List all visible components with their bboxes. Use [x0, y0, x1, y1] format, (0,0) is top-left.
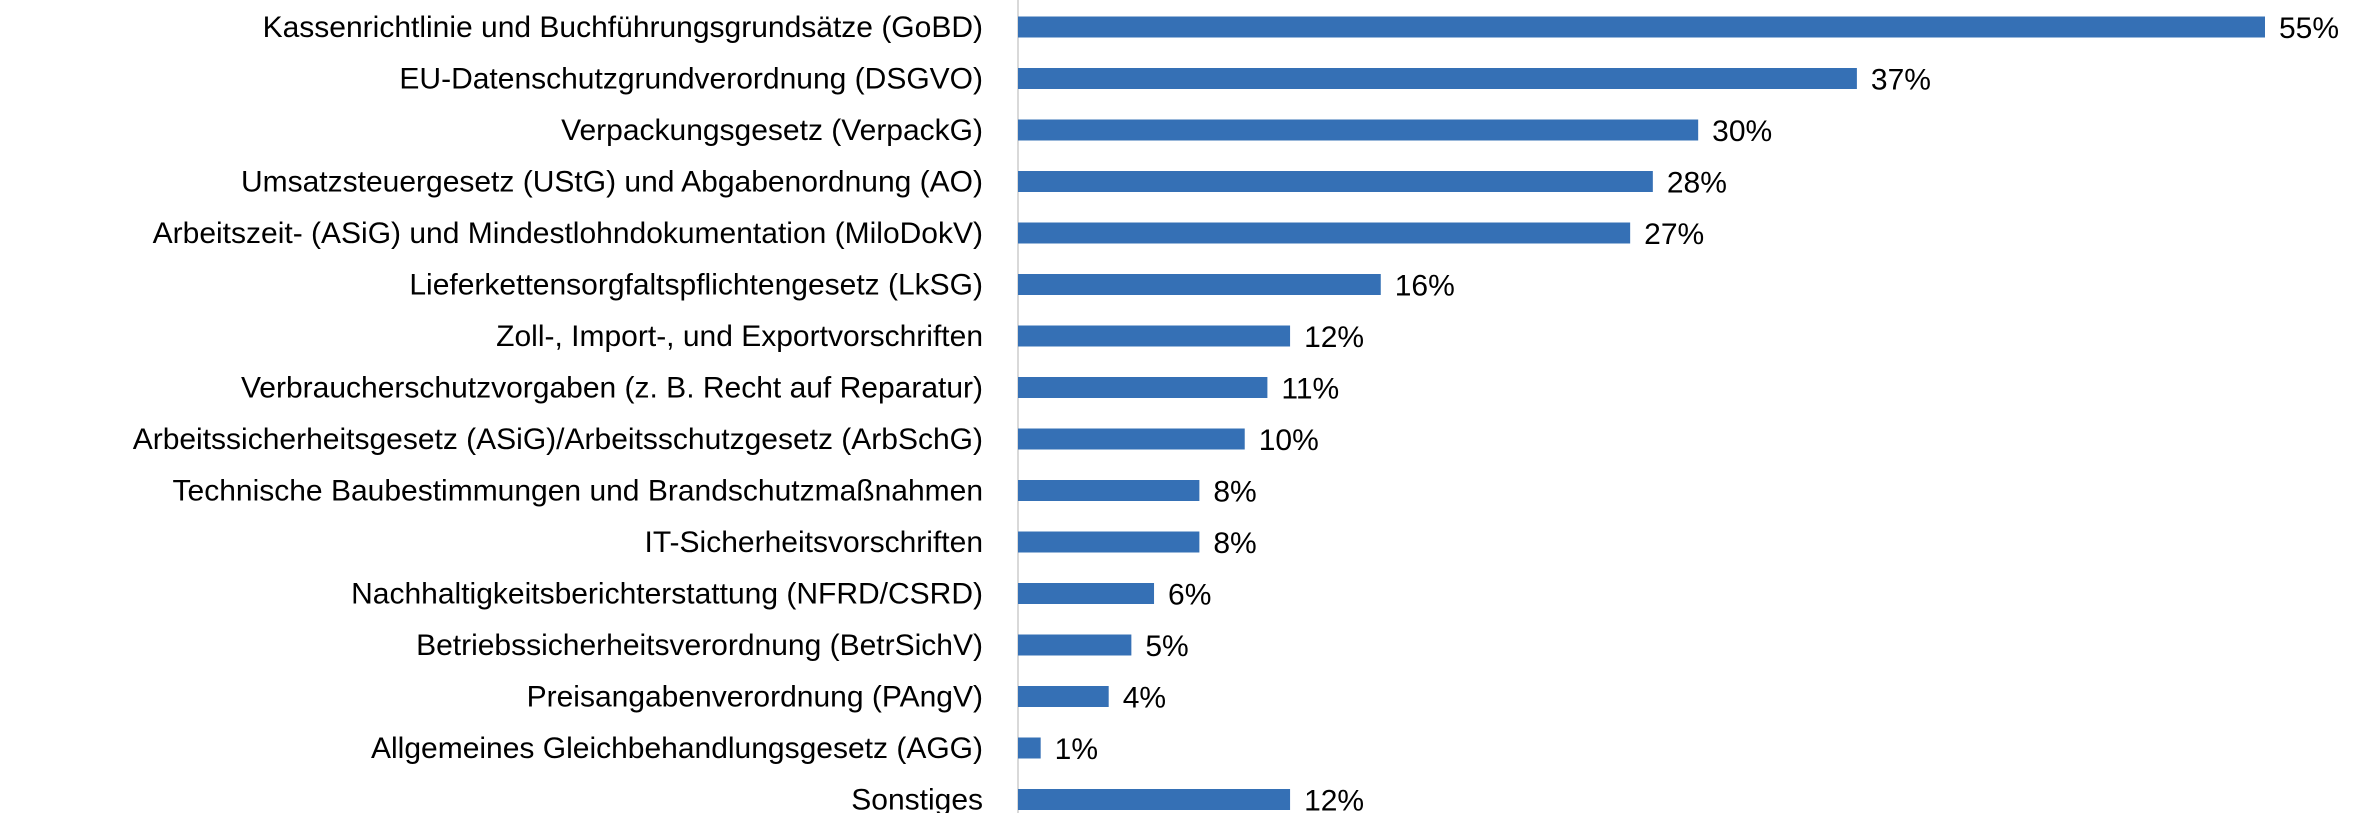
data-label: 16% — [1395, 269, 1455, 302]
data-label: 1% — [1055, 733, 1098, 766]
data-label: 11% — [1281, 372, 1339, 405]
data-label: 5% — [1145, 630, 1188, 663]
data-label: 12% — [1304, 321, 1364, 354]
category-label: Zoll-, Import-, und Exportvorschriften — [496, 320, 983, 353]
category-label: Allgemeines Gleichbehandlungsgesetz (AGG… — [371, 732, 983, 765]
category-label: Arbeitszeit- (ASiG) und Mindestlohndokum… — [153, 217, 983, 250]
bar — [1018, 68, 1857, 89]
bar — [1018, 119, 1699, 141]
category-label: Nachhaltigkeitsberichterstattung (NFRD/C… — [351, 577, 983, 610]
data-label: 28% — [1667, 166, 1727, 199]
data-label: 10% — [1259, 424, 1319, 457]
category-label: Sonstiges — [851, 783, 983, 813]
category-label: Betriebssicherheitsverordnung (BetrSichV… — [416, 629, 983, 662]
category-label: Technische Baubestimmungen und Brandschu… — [173, 474, 983, 507]
data-label: 55% — [2279, 12, 2339, 45]
category-label: Preisangabenverordnung (PAngV) — [527, 680, 983, 713]
bar — [1018, 686, 1109, 707]
data-label: 12% — [1304, 784, 1364, 813]
category-label: Lieferkettensorgfaltspflichtengesetz (Lk… — [409, 268, 983, 301]
data-label: 8% — [1213, 527, 1256, 560]
bar — [1018, 274, 1381, 295]
category-label: Verbraucherschutzvorgaben (z. B. Recht a… — [241, 371, 983, 404]
data-label: 4% — [1123, 681, 1166, 714]
category-label: EU-Datenschutzgrundverordnung (DSGVO) — [399, 62, 983, 95]
bar — [1018, 325, 1291, 347]
bar — [1018, 531, 1200, 553]
bar — [1018, 171, 1653, 192]
bar — [1018, 789, 1291, 810]
category-label: Kassenrichtlinie und Buchführungsgrundsä… — [263, 11, 983, 44]
category-label: Arbeitssicherheitsgesetz (ASiG)/Arbeitss… — [133, 423, 983, 456]
bar — [1018, 377, 1268, 398]
data-label: 30% — [1712, 115, 1772, 148]
category-label: IT-Sicherheitsvorschriften — [645, 526, 983, 559]
category-label: Verpackungsgesetz (VerpackG) — [561, 114, 983, 147]
bar — [1018, 428, 1245, 450]
category-label: Umsatzsteuergesetz (UStG) und Abgabenord… — [241, 165, 983, 198]
bar — [1018, 480, 1200, 501]
bar — [1018, 737, 1041, 759]
data-label: 6% — [1168, 578, 1211, 611]
bar — [1018, 16, 2265, 38]
data-label: 27% — [1644, 218, 1704, 251]
bar — [1018, 583, 1155, 604]
data-label: 37% — [1871, 63, 1931, 96]
bar — [1018, 634, 1132, 656]
data-label: 8% — [1213, 475, 1256, 508]
bar — [1018, 222, 1631, 244]
